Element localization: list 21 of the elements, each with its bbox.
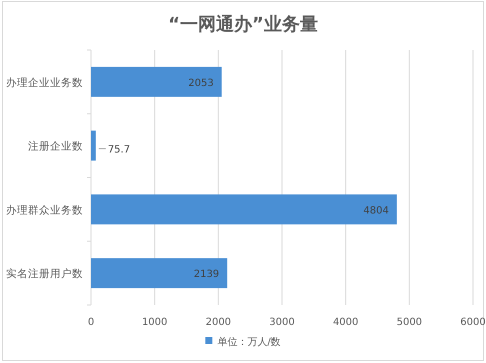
data-label: 2139: [194, 269, 220, 280]
data-label: 4804: [363, 205, 389, 216]
x-tick-label: 3000: [269, 317, 295, 328]
x-tick-label: 6000: [460, 317, 486, 328]
legend-label: 单位：万人/数: [217, 336, 281, 348]
x-tick-label: 0: [88, 317, 94, 328]
data-label: 75.7: [108, 144, 130, 156]
chart-title: “一网通办”业务量: [168, 14, 318, 35]
x-tick-label: 4000: [332, 317, 358, 328]
x-tick-label: 1000: [142, 317, 168, 328]
bar: [91, 194, 397, 224]
data-label: 2053: [188, 78, 214, 89]
bar: [91, 258, 228, 288]
y-tick-label: 实名注册用户数: [6, 267, 83, 280]
y-tick-label: 注册企业数: [28, 140, 83, 153]
x-tick-label: 5000: [396, 317, 422, 328]
y-tick-label: 办理群众业务数: [6, 203, 83, 216]
bar: [91, 66, 222, 97]
x-tick-label: 2000: [206, 317, 232, 328]
y-tick-label: 办理企业业务数: [6, 76, 83, 89]
bar: [91, 130, 96, 161]
